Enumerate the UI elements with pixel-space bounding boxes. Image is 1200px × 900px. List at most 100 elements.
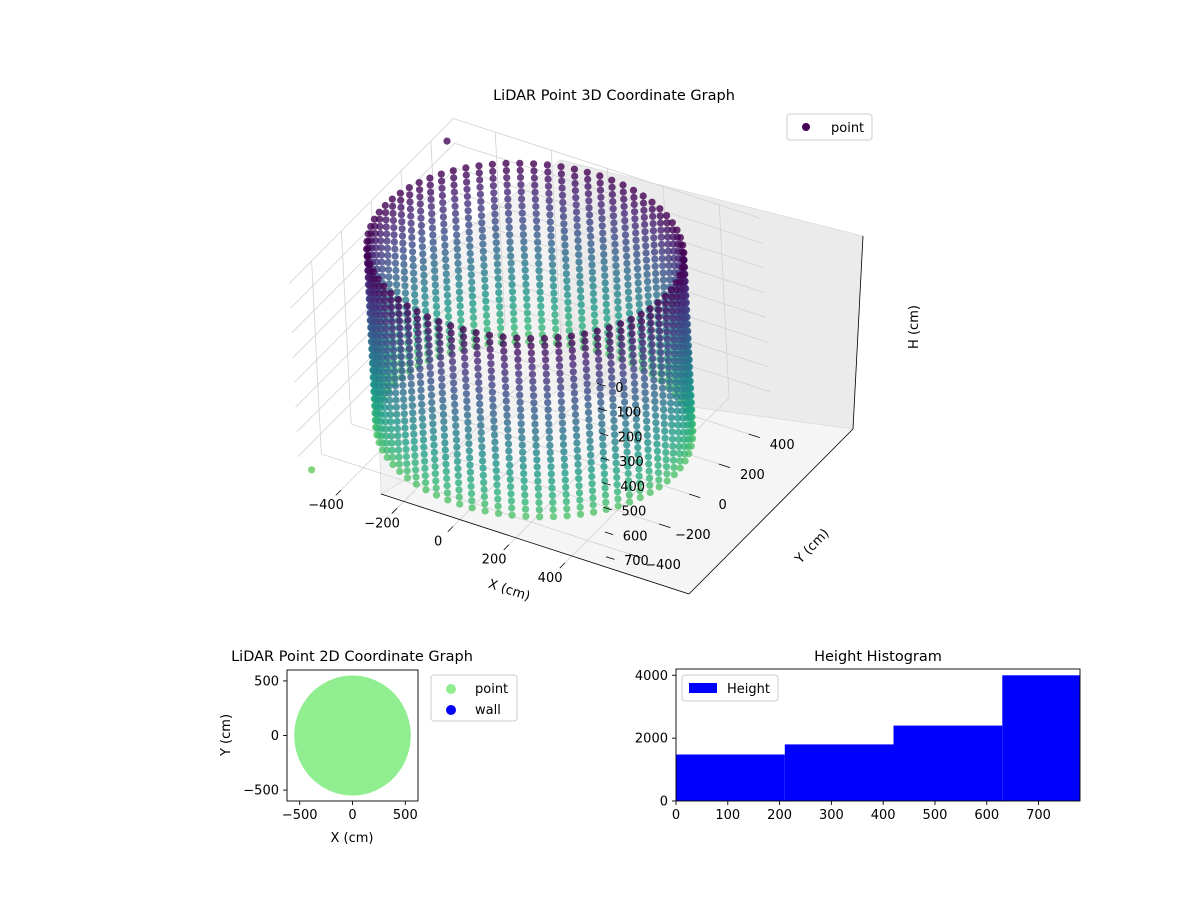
data-point-3d (559, 426, 567, 434)
data-point-3d (676, 271, 684, 279)
data-point-3d (653, 440, 661, 448)
data-point-3d (432, 288, 440, 296)
data-point-3d (618, 348, 626, 356)
data-point-3d (418, 407, 426, 415)
data-point-3d (547, 463, 555, 471)
data-point-3d (668, 428, 676, 436)
data-point-3d (664, 240, 672, 248)
data-point-3d (516, 166, 524, 174)
data-point-3d (521, 259, 529, 267)
data-point-3d (577, 293, 585, 302)
data-point-3d (674, 414, 682, 422)
data-point-3d (431, 455, 439, 464)
data-point-3d (584, 401, 592, 409)
data-point-3d (547, 225, 555, 233)
data-point-3d (409, 409, 417, 417)
data-point-3d (524, 316, 532, 324)
data-point-3d (425, 341, 433, 349)
data-point-3d (419, 422, 427, 430)
data-point-3d (673, 226, 681, 234)
data-point-3d (462, 171, 470, 179)
data-point-3d (450, 188, 458, 196)
data-point-3d (463, 192, 471, 200)
data-point-3d (518, 434, 526, 442)
data-point-3d (420, 271, 428, 279)
data-point-3d (429, 231, 437, 239)
histogram-bar (784, 744, 894, 801)
data-point-3d (533, 224, 541, 232)
data-point-3d (523, 295, 531, 303)
data-point-3d (606, 331, 614, 339)
data-point-3d (479, 240, 487, 248)
data-point-3d (464, 214, 472, 222)
data-point-3d (398, 225, 406, 233)
data-point-3d (680, 256, 688, 264)
data-point-3d (475, 169, 483, 177)
data-point-3d (601, 279, 609, 287)
data-point-3d (653, 291, 661, 299)
data-point-3d (549, 282, 558, 290)
data-point-3d (384, 361, 392, 369)
data-point-3d (417, 393, 425, 401)
data-point-3d (468, 292, 476, 300)
chart-3d-title: LiDAR Point 3D Coordinate Graph (493, 88, 735, 104)
data-point-3d (576, 286, 585, 294)
data-point-3d (476, 183, 484, 191)
data-point-3d (387, 289, 395, 297)
data-point-3d (601, 272, 609, 280)
x-tick-label-2d: −500 (282, 808, 318, 823)
data-point-3d (593, 327, 601, 335)
data-point-3d (482, 311, 491, 320)
data-point-3d (573, 439, 581, 447)
data-point-3d (548, 477, 556, 485)
y-tick-mark (718, 463, 731, 469)
data-point-3d (595, 370, 603, 378)
data-point-3d (608, 374, 616, 382)
data-point-3d (621, 231, 630, 239)
data-point-3d (441, 446, 449, 454)
data-point-3d (418, 243, 426, 251)
data-point-3d (632, 229, 640, 237)
data-point-3d (667, 414, 676, 422)
data-point-3d (438, 191, 446, 200)
data-point-3d (382, 318, 390, 326)
data-point-3d (390, 224, 398, 232)
data-point-3d (675, 435, 683, 443)
data-point-3d (492, 224, 500, 232)
data-point-3d (662, 299, 670, 308)
data-point-3d (586, 444, 594, 452)
data-point-3d (440, 220, 448, 228)
data-point-3d (534, 238, 542, 246)
data-point-3d (405, 330, 413, 338)
data-point-3d (363, 245, 371, 253)
data-point-3d (428, 406, 436, 414)
data-point-3d (596, 384, 604, 392)
data-point-3d (666, 378, 674, 386)
data-point-3d (533, 470, 542, 478)
data-point-3d (462, 164, 470, 172)
data-point-3d (520, 470, 528, 478)
data-point-3d (429, 238, 437, 246)
data-point-3d (383, 339, 391, 347)
data-point-3d (676, 464, 684, 472)
data-point-3d (409, 423, 417, 431)
data-point-3d (630, 379, 639, 388)
data-point-3d (660, 406, 668, 414)
data-point-3d (505, 224, 513, 232)
data-point-3d (620, 202, 628, 210)
data-point-3d (478, 450, 486, 458)
data-point-3d (390, 346, 398, 354)
data-point-3d (644, 446, 652, 454)
data-point-3d (509, 295, 517, 303)
data-point-3d (410, 269, 418, 277)
grid-line (550, 150, 562, 344)
data-point-3d (645, 460, 653, 468)
data-point-3d (670, 471, 678, 479)
data-point-3d (468, 285, 476, 293)
data-point-3d (420, 450, 428, 458)
data-point-3d (455, 288, 463, 296)
x-tick-label-hist: 300 (819, 808, 844, 823)
data-point-3d (475, 386, 483, 394)
data-point-3d (545, 434, 554, 442)
data-point-3d (399, 239, 407, 247)
